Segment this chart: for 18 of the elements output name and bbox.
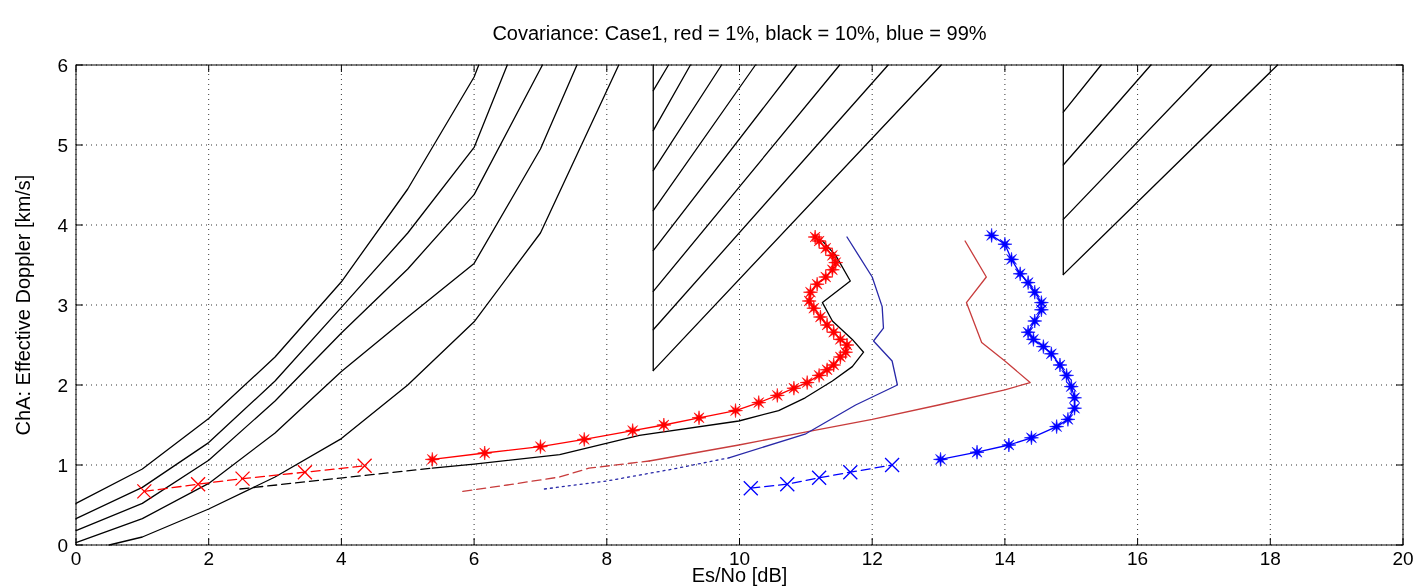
x-tick-label: 8 — [601, 548, 613, 569]
y-axis-title: ChA: Effective Doppler [km/s] — [12, 174, 34, 436]
y-tick-label: 5 — [57, 134, 68, 156]
x-tick-label: 0 — [70, 548, 82, 569]
y-tick-label: 4 — [57, 214, 69, 236]
x-tick-label: 6 — [468, 548, 480, 569]
x-tick-label: 12 — [861, 548, 883, 569]
y-tick-label: 2 — [57, 374, 68, 396]
x-tick-label: 2 — [203, 548, 214, 569]
y-tick-label: 6 — [57, 54, 68, 76]
x-tick-label: 18 — [1259, 548, 1281, 569]
y-tick-label: 1 — [57, 454, 68, 476]
x-tick-label: 16 — [1127, 548, 1149, 569]
x-tick-label: 14 — [994, 548, 1016, 569]
y-tick-label: 3 — [57, 294, 68, 316]
chart-title: Covariance: Case1, red = 1%, black = 10%, blue = 99% — [492, 22, 987, 44]
x-tick-label: 20 — [1392, 548, 1414, 569]
x-tick-label: 4 — [336, 548, 348, 569]
